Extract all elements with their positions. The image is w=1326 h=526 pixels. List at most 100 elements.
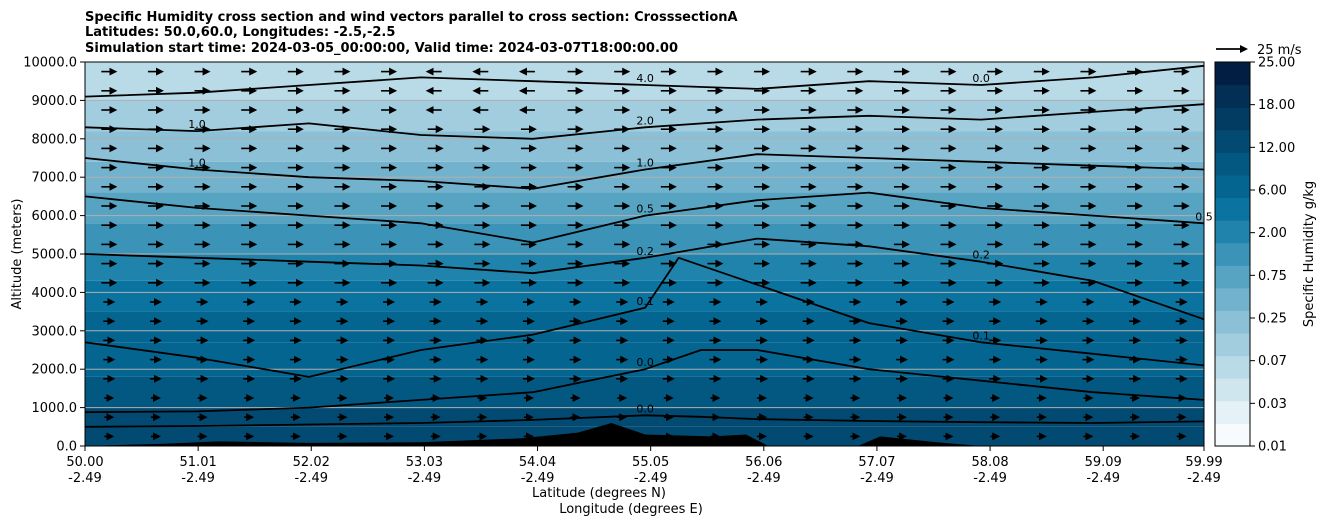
x-tick-label-lon: -2.49 — [634, 471, 668, 486]
x-tick-label-lat: 52.02 — [293, 455, 330, 470]
colorbar-segment — [1215, 242, 1250, 266]
colorbar-segment — [1215, 129, 1250, 153]
colorbar-label: Specific Humidity g/kg — [1302, 181, 1317, 327]
contour-label: 4.0 — [636, 72, 654, 85]
contour-line — [85, 103, 1204, 140]
contour-label: 0.1 — [972, 329, 990, 342]
colorbar-segment — [1215, 355, 1250, 379]
colorbar-tick-label: 0.01 — [1258, 440, 1287, 455]
x-tick-label-lon: -2.49 — [860, 471, 894, 486]
contour-label: 0.0 — [636, 356, 654, 369]
x-tick-label-lon: -2.49 — [181, 471, 215, 486]
colorbar-tick-label: 0.07 — [1258, 354, 1287, 369]
humidity-band — [85, 376, 1204, 408]
colorbar-tick-label: 18.00 — [1258, 98, 1295, 113]
y-tick-label: 4000.0 — [32, 286, 78, 301]
colorbar-tick-label: 0.25 — [1258, 312, 1287, 327]
y-tick-label: 2000.0 — [32, 363, 78, 378]
contour-label: 1.0 — [188, 157, 206, 170]
contour-label-layer: 0.00.00.00.10.10.2 0.20.51.0 1.01.0 2.04.00… — [188, 72, 1213, 415]
y-tick-label: 10000.0 — [23, 56, 77, 71]
chart-title-line-2: Latitudes: 50.0,60.0, Longitudes: -2.5,-… — [85, 25, 395, 40]
colorbar-tick-label: 2.00 — [1258, 226, 1287, 241]
colorbar-segment — [1215, 265, 1250, 289]
x-tick-label-lon: -2.49 — [747, 471, 781, 486]
x-tick-label-lat: 58.08 — [971, 455, 1008, 470]
contour-label: 1.0 — [188, 118, 206, 131]
colorbar-tick-label: 0.03 — [1258, 397, 1287, 412]
colorbar-segment — [1215, 152, 1250, 176]
x-tick-label-lat: 50.00 — [66, 455, 103, 470]
x-tick-label-lon: -2.49 — [1086, 471, 1120, 486]
y-tick-label: 9000.0 — [32, 94, 78, 109]
humidity-fill-layer — [85, 62, 1204, 446]
colorbar-ticks: 0.01 0.03 0.07 0.25 0.75 2.00 6.00 12.00 18.00 25… — [1250, 56, 1295, 455]
colorbar-segment — [1215, 333, 1250, 357]
colorbar-tick-label: 6.00 — [1258, 184, 1287, 199]
y-tick-label: 3000.0 — [32, 324, 78, 339]
contour-label: 0.5 — [636, 203, 654, 216]
y-tick-label: 5000.0 — [32, 248, 78, 263]
contour-label: 0.0 — [636, 402, 654, 415]
x-tick-label-lat: 51.01 — [180, 455, 217, 470]
x-axis-label-latitude: Latitude (degrees N) — [532, 486, 666, 501]
colorbar-segment — [1215, 378, 1250, 402]
contour-line — [85, 191, 1204, 244]
chart-title-line-3: Simulation start time: 2024-03-05_00:00:… — [85, 41, 678, 56]
y-tick-label: 6000.0 — [32, 209, 78, 224]
colorbar-segment — [1215, 62, 1250, 86]
humidity-band — [85, 192, 1204, 224]
contour-label: 1.0 — [636, 157, 654, 170]
x-tick-label-lon: -2.49 — [408, 471, 442, 486]
x-tick-label-lon: -2.49 — [1187, 471, 1221, 486]
x-tick-label-lon: -2.49 — [973, 471, 1007, 486]
colorbar-frame — [1214, 61, 1251, 447]
x-tick-label-lat: 54.04 — [519, 455, 556, 470]
x-tick-label-lon: -2.49 — [521, 471, 555, 486]
contour-label: 0.2 — [972, 249, 990, 262]
humidity-band — [85, 280, 1204, 312]
contour-label: 2.0 — [636, 114, 654, 127]
x-tick-label-lon: -2.49 — [68, 471, 102, 486]
humidity-band — [85, 311, 1204, 343]
colorbar-segment — [1215, 197, 1250, 221]
colorbar-segment — [1215, 423, 1250, 447]
x-tick-label-lat: 59.09 — [1085, 455, 1122, 470]
y-tick-label: 8000.0 — [32, 132, 78, 147]
wind-vector-layer — [101, 67, 1190, 441]
colorbar-tick-label: 12.00 — [1258, 141, 1295, 156]
contour-label: 0.0 — [972, 72, 990, 85]
chart-title-line-1: Specific Humidity cross section and wind… — [85, 10, 738, 25]
terrain-layer — [85, 423, 1204, 446]
colorbar-tick-label: 25.00 — [1258, 56, 1295, 71]
colorbar-segment — [1215, 84, 1250, 108]
x-tick-label-lat: 59.99 — [1185, 455, 1222, 470]
humidity-band — [85, 223, 1204, 254]
contour-label: 0.1 — [636, 295, 654, 308]
x-tick-label-lat: 57.07 — [858, 455, 895, 470]
colorbar — [1215, 62, 1250, 447]
humidity-band — [85, 62, 1204, 101]
colorbar-segment — [1215, 310, 1250, 334]
colorbar-segment — [1215, 400, 1250, 424]
contour-line — [85, 64, 1204, 98]
x-tick-label-lat: 55.05 — [632, 455, 669, 470]
x-tick-label-lat: 53.03 — [406, 455, 443, 470]
x-axis-label-longitude: Longitude (degrees E) — [559, 502, 703, 517]
y-tick-label: 7000.0 — [32, 171, 78, 186]
x-tick-label-lon: -2.49 — [294, 471, 328, 486]
colorbar-segment — [1215, 174, 1250, 199]
colorbar-segment — [1215, 107, 1250, 131]
y-tick-label: 1000.0 — [32, 401, 78, 416]
y-tick-label: 0.0 — [56, 440, 77, 455]
contour-line — [85, 153, 1204, 190]
humidity-band — [85, 131, 1204, 162]
contour-label: 0.2 — [636, 245, 654, 258]
y-axis-label: Altitude (meters) — [10, 199, 25, 310]
colorbar-segment — [1215, 220, 1250, 244]
x-tick-label-lat: 56.06 — [745, 455, 782, 470]
y-axis: 0.0 1000.0 2000.0 3000.0 4000.0 5000.0 6000.0 7… — [23, 56, 85, 455]
colorbar-tick-label: 0.75 — [1258, 269, 1287, 284]
x-axis: 50.00-2.4951.01-2.4952.02-2.4953.03-2.49… — [66, 446, 1223, 486]
